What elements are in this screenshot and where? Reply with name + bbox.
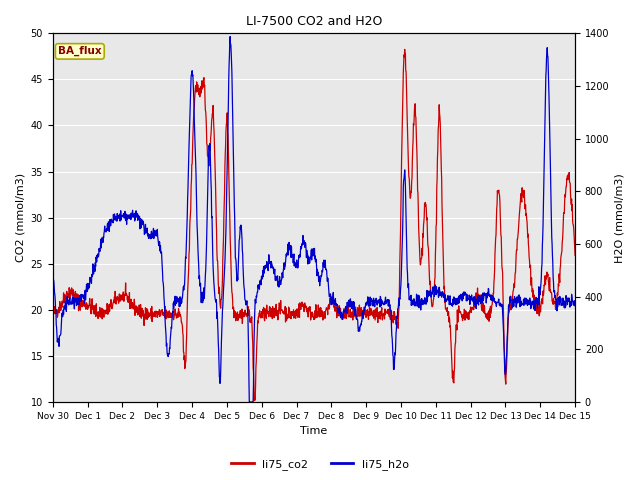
li75_co2 <box>572 252 579 258</box>
Line: li75_h2o: li75_h2o <box>52 36 575 402</box>
li75_h2o <box>111 211 118 217</box>
Text: BA_flux: BA_flux <box>58 46 102 57</box>
Line: li75_co2: li75_co2 <box>52 49 575 400</box>
li75_co2 <box>111 294 118 300</box>
Title: LI-7500 CO2 and H2O: LI-7500 CO2 and H2O <box>246 15 382 28</box>
li75_h2o <box>282 254 290 260</box>
li75_co2 <box>250 397 258 403</box>
li75_h2o <box>246 399 253 405</box>
li75_h2o <box>271 276 279 282</box>
li75_co2 <box>49 309 56 314</box>
li75_h2o <box>572 300 579 305</box>
li75_co2 <box>291 312 299 318</box>
li75_h2o <box>347 299 355 305</box>
li75_co2 <box>401 47 408 52</box>
Y-axis label: H2O (mmol/m3): H2O (mmol/m3) <box>615 173 625 263</box>
li75_h2o <box>90 269 97 275</box>
Legend: li75_co2, li75_h2o: li75_co2, li75_h2o <box>227 455 413 474</box>
X-axis label: Time: Time <box>300 426 328 436</box>
li75_co2 <box>90 306 97 312</box>
li75_co2 <box>271 308 278 314</box>
li75_h2o <box>291 260 299 266</box>
li75_co2 <box>346 306 354 312</box>
li75_h2o <box>49 266 56 272</box>
li75_co2 <box>282 319 289 325</box>
Y-axis label: CO2 (mmol/m3): CO2 (mmol/m3) <box>15 173 25 262</box>
li75_h2o <box>227 34 234 39</box>
